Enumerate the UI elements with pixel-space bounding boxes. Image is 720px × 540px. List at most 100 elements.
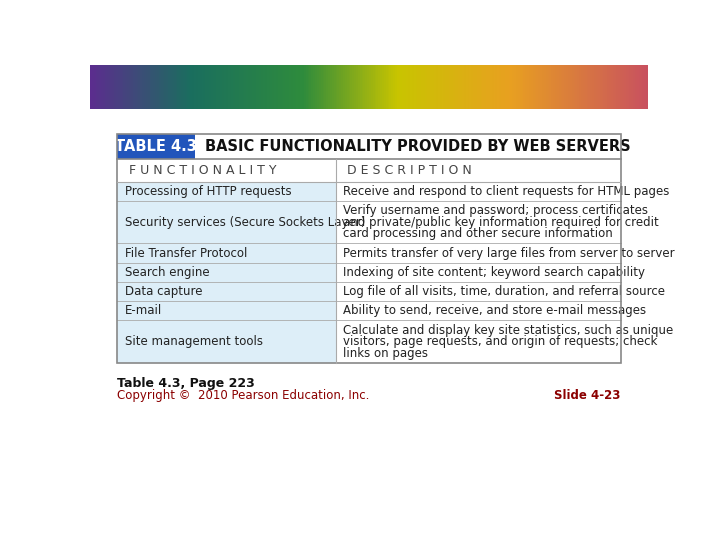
Bar xyxy=(607,65,610,110)
Bar xyxy=(231,65,234,110)
Bar xyxy=(566,65,569,110)
Bar xyxy=(449,65,451,110)
Bar xyxy=(421,65,423,110)
Bar xyxy=(628,65,630,110)
Bar xyxy=(248,65,251,110)
Bar xyxy=(117,182,336,201)
Bar xyxy=(233,65,236,110)
Text: Table 4.3, Page 223: Table 4.3, Page 223 xyxy=(117,377,255,390)
Bar xyxy=(365,65,368,110)
Bar xyxy=(198,65,200,110)
Bar xyxy=(205,65,208,110)
Bar xyxy=(624,65,626,110)
Bar xyxy=(313,65,316,110)
Bar xyxy=(137,65,139,110)
Bar xyxy=(410,65,413,110)
Bar xyxy=(613,65,616,110)
Bar xyxy=(110,65,113,110)
Bar xyxy=(441,65,444,110)
Bar xyxy=(402,65,405,110)
Bar xyxy=(117,134,621,363)
Bar xyxy=(351,65,353,110)
Bar xyxy=(222,65,225,110)
Bar xyxy=(274,65,276,110)
Bar xyxy=(92,65,94,110)
Bar xyxy=(520,65,522,110)
Bar xyxy=(226,65,228,110)
Bar xyxy=(99,65,102,110)
Bar xyxy=(601,65,604,110)
Bar xyxy=(218,65,221,110)
Bar xyxy=(336,301,621,320)
Bar xyxy=(336,282,621,301)
Bar xyxy=(382,65,384,110)
Bar xyxy=(527,65,530,110)
Bar xyxy=(510,65,513,110)
Bar xyxy=(97,65,100,110)
Bar xyxy=(319,65,321,110)
Bar xyxy=(228,65,230,110)
Bar xyxy=(151,65,154,110)
Bar xyxy=(101,65,104,110)
Text: Search engine: Search engine xyxy=(125,266,210,279)
Bar xyxy=(459,65,461,110)
Bar xyxy=(561,65,563,110)
Bar xyxy=(320,65,323,110)
Bar xyxy=(481,65,483,110)
Bar xyxy=(336,262,621,282)
Bar xyxy=(464,65,467,110)
Bar xyxy=(118,65,120,110)
Bar xyxy=(306,65,308,110)
Bar xyxy=(516,65,518,110)
Bar xyxy=(96,65,98,110)
Bar xyxy=(572,65,575,110)
Bar xyxy=(117,244,336,262)
Bar xyxy=(161,65,163,110)
Bar xyxy=(287,65,289,110)
Bar xyxy=(574,65,576,110)
Bar xyxy=(460,65,463,110)
Bar xyxy=(186,65,189,110)
Text: Processing of HTTP requests: Processing of HTTP requests xyxy=(125,185,292,198)
Bar xyxy=(339,65,342,110)
Bar xyxy=(588,65,591,110)
Bar xyxy=(505,65,508,110)
Bar xyxy=(246,65,249,110)
Bar xyxy=(117,320,336,363)
Text: E-mail: E-mail xyxy=(125,305,162,318)
Bar xyxy=(185,65,187,110)
Text: Ability to send, receive, and store e-mail messages: Ability to send, receive, and store e-ma… xyxy=(343,305,647,318)
Bar xyxy=(354,65,356,110)
Bar xyxy=(153,65,156,110)
Bar xyxy=(172,65,174,110)
Bar xyxy=(356,65,359,110)
Bar xyxy=(501,65,504,110)
Bar xyxy=(174,65,176,110)
Bar xyxy=(562,65,565,110)
Bar xyxy=(635,65,638,110)
Bar xyxy=(596,65,598,110)
Bar xyxy=(282,65,284,110)
Bar xyxy=(166,65,169,110)
Bar xyxy=(447,65,450,110)
Bar xyxy=(177,65,180,110)
Bar xyxy=(332,65,334,110)
Bar xyxy=(629,65,632,110)
Bar xyxy=(326,65,329,110)
Bar xyxy=(224,65,227,110)
Bar xyxy=(579,65,582,110)
Bar xyxy=(170,65,173,110)
Bar xyxy=(253,65,256,110)
Bar xyxy=(352,65,355,110)
Bar xyxy=(472,65,474,110)
Bar xyxy=(358,65,361,110)
Bar xyxy=(477,65,480,110)
Bar xyxy=(568,65,571,110)
Bar xyxy=(107,65,109,110)
Bar xyxy=(159,65,161,110)
Bar xyxy=(620,65,623,110)
Text: Indexing of site content; keyword search capability: Indexing of site content; keyword search… xyxy=(343,266,645,279)
Text: and private/public key information required for credit: and private/public key information requi… xyxy=(343,216,660,229)
Bar xyxy=(140,65,143,110)
Bar xyxy=(348,65,351,110)
